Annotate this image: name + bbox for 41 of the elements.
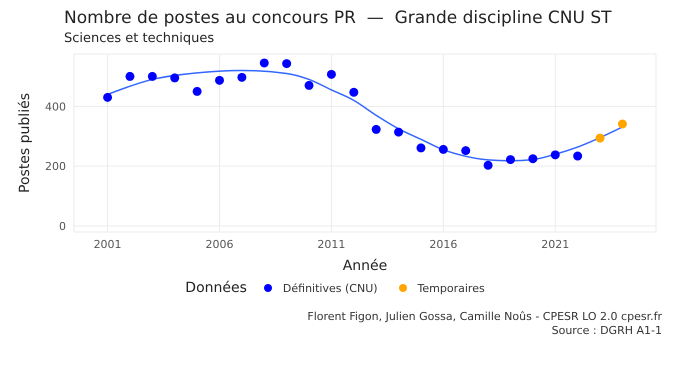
point: [528, 154, 538, 164]
point: [438, 144, 448, 154]
text: Florent Figon, Julien Gossa, Camille Noûs - CPESR LO 2.0 cpesr.fr: [306, 310, 662, 324]
point: [326, 70, 336, 79]
chart-subtitle: Sciences et techniques: [63, 31, 216, 46]
point: [237, 72, 246, 82]
point: [506, 155, 515, 164]
x-tick-label: 2001: [94, 238, 122, 251]
point: [484, 160, 493, 170]
y-tick-label: 400: [45, 100, 66, 114]
point: [349, 88, 358, 97]
x-tick-label: 2016: [429, 238, 458, 251]
x-tick-label: 2011: [317, 238, 346, 251]
point: [282, 59, 292, 68]
point: [618, 120, 627, 129]
y-tick-label: 0: [59, 220, 66, 233]
point: [573, 152, 582, 161]
point: [416, 143, 426, 152]
point: [170, 73, 180, 82]
y-axis-title: Postes publiés: [16, 93, 33, 193]
point: [461, 146, 470, 156]
point: [550, 150, 560, 160]
x-axis-title: Année: [342, 258, 388, 274]
point: [304, 80, 314, 90]
point: [148, 72, 157, 81]
point: [372, 124, 381, 134]
point: [215, 76, 224, 85]
y-tick-label: 200: [45, 160, 66, 174]
legend-label: Temporaires: [418, 282, 485, 294]
legend-title: Données: [185, 280, 247, 296]
point: [394, 128, 404, 137]
x-tick-label: 2021: [541, 238, 570, 251]
point: [125, 72, 134, 81]
point: [192, 86, 202, 96]
point: [596, 134, 605, 143]
x-tick-label: 2006: [206, 238, 234, 251]
point: [103, 92, 112, 102]
legend-label: Définitives (CNU): [282, 282, 378, 294]
point: [260, 58, 269, 68]
chart-title: Nombre de postes au concours PR — Grande discipline CNU ST: [63, 8, 613, 28]
source-note: Source : DGRH A1-1: [550, 324, 662, 338]
